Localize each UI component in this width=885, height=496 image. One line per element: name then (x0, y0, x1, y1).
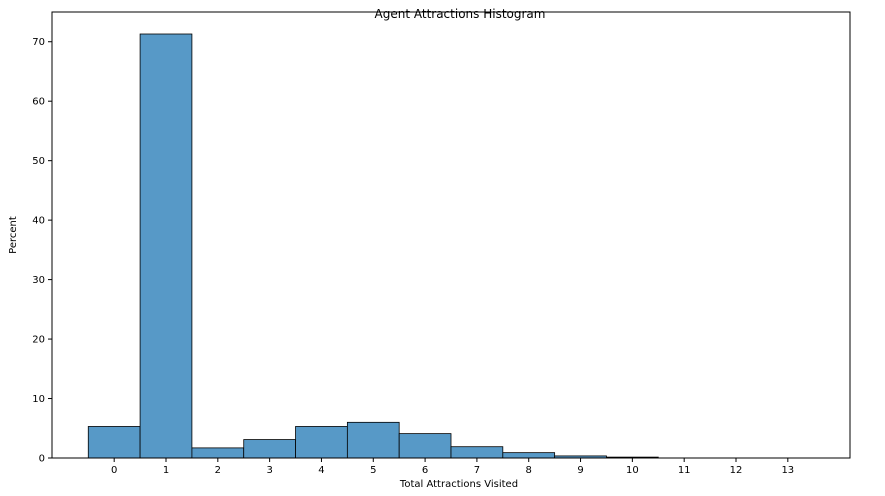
y-axis-title: Percent (8, 216, 19, 254)
x-tick-label: 13 (781, 465, 794, 476)
x-tick-label: 11 (678, 465, 691, 476)
x-tick-label: 7 (474, 465, 480, 476)
x-tick-label: 6 (422, 465, 428, 476)
y-tick-label: 30 (32, 275, 45, 286)
x-tick-label: 8 (526, 465, 532, 476)
x-tick-label: 1 (163, 465, 169, 476)
x-tick-label: 0 (111, 465, 117, 476)
bar-3 (243, 439, 296, 459)
y-axis-ticks: 0 10 20 30 40 50 60 70 (32, 37, 52, 465)
y-tick-label: 50 (32, 156, 45, 167)
x-tick-label: 2 (215, 465, 221, 476)
bar-7 (450, 446, 504, 459)
bar-8 (502, 452, 556, 459)
bar-1 (139, 33, 193, 459)
bar-6 (398, 433, 452, 459)
x-tick-label: 12 (730, 465, 743, 476)
y-tick-label: 0 (39, 454, 45, 465)
x-tick-label: 10 (626, 465, 639, 476)
bar-0 (87, 426, 141, 459)
bar-5 (346, 421, 400, 459)
bar-2 (191, 447, 245, 459)
y-tick-label: 10 (32, 394, 45, 405)
y-tick-label: 20 (32, 335, 45, 346)
y-tick-label: 70 (32, 37, 45, 48)
plot-frame (51, 11, 851, 459)
y-tick-label: 60 (32, 97, 45, 108)
x-tick-label: 4 (318, 465, 324, 476)
chart-title: Agent Attractions Histogram (375, 7, 546, 21)
bar-4 (295, 426, 348, 459)
x-tick-label: 9 (577, 465, 583, 476)
x-tick-label: 3 (266, 465, 272, 476)
x-axis-title: Total Attractions Visited (399, 479, 518, 490)
x-tick-label: 5 (370, 465, 376, 476)
y-tick-label: 40 (32, 216, 45, 227)
x-axis-ticks: 0 1 2 3 4 5 6 7 8 9 10 11 12 13 (111, 458, 794, 476)
bars-group (87, 33, 659, 459)
